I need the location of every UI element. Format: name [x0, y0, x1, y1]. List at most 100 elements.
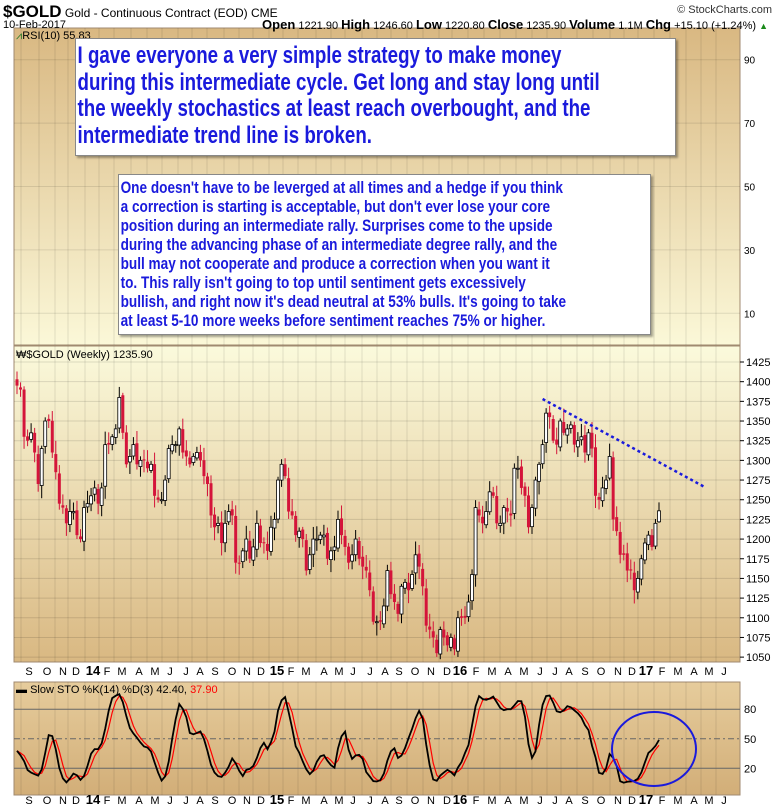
candle	[92, 480, 97, 502]
x-tick-label: J	[367, 795, 373, 807]
x-tick-label: S	[211, 795, 218, 807]
candle	[294, 511, 298, 542]
candle	[555, 427, 559, 455]
x-tick-label: J	[367, 666, 373, 678]
candle	[403, 579, 407, 594]
candle	[396, 601, 400, 622]
candle-body	[47, 418, 51, 422]
annotation-line: I gave everyone a very simple strategy t…	[77, 42, 562, 69]
candle	[166, 444, 171, 483]
open-value: 1221.90	[298, 20, 339, 32]
candle	[184, 440, 188, 466]
candle-body	[135, 443, 139, 465]
candle	[71, 502, 76, 520]
candle-body	[407, 582, 411, 591]
candle-body	[583, 434, 587, 453]
x-tick-label: 17	[639, 792, 653, 807]
candle	[413, 541, 418, 585]
trend-line	[541, 397, 706, 489]
x-tick-label: J	[537, 795, 543, 807]
candle	[262, 537, 266, 554]
candle-body	[575, 440, 580, 448]
candle	[540, 439, 545, 469]
candle-body	[364, 566, 368, 571]
candle	[378, 611, 382, 631]
candle-body	[456, 617, 460, 652]
candle	[568, 421, 573, 434]
candle-body	[586, 432, 591, 456]
price-tick-label: 1300	[746, 455, 770, 467]
x-tick-label: A	[690, 795, 698, 807]
candle-body	[501, 507, 506, 524]
candle-body	[78, 536, 82, 540]
candle-body	[615, 517, 619, 532]
candle-body	[371, 591, 375, 622]
candle	[389, 561, 393, 599]
candle	[611, 451, 615, 531]
candle	[237, 555, 241, 575]
k-value: 42.40,	[156, 684, 187, 696]
annotation-line: One doesn't have to be leverged at all t…	[120, 178, 563, 197]
candle-body	[43, 420, 48, 447]
x-tick-label: O	[411, 666, 420, 678]
candle-body	[428, 626, 432, 630]
volume-value: 1.1M	[618, 20, 643, 32]
x-tick-label: O	[43, 666, 52, 678]
candle	[258, 518, 262, 548]
candle-body	[54, 454, 58, 473]
candle	[421, 563, 425, 596]
x-tick-label: D	[628, 795, 636, 807]
candle	[272, 512, 277, 541]
candle	[240, 547, 245, 569]
candle-body	[642, 542, 647, 561]
price-tick-label: 1125	[746, 593, 770, 605]
x-tick-label: M	[673, 666, 682, 678]
candle	[364, 554, 368, 578]
candle	[343, 529, 347, 556]
candle	[279, 459, 284, 487]
legend-swatch-k: ▬	[16, 684, 27, 696]
annotation-line: during the advancing phase of an interme…	[120, 235, 558, 254]
candle-body	[555, 439, 559, 445]
candle	[495, 485, 499, 530]
annotation-text-main: I gave everyone a very simple strategy t…	[76, 39, 600, 149]
candle	[357, 537, 361, 566]
annotation-line: position during an intermediate rally. S…	[120, 216, 553, 235]
candle	[583, 425, 587, 463]
candle-body	[622, 553, 626, 555]
candle-body	[533, 479, 538, 509]
candle-body	[611, 457, 615, 520]
x-tick-label: F	[288, 795, 295, 807]
x-tick-label: F	[659, 666, 666, 678]
candle	[639, 554, 644, 586]
candle	[325, 527, 329, 565]
low-value: 1220.80	[445, 20, 485, 32]
candle-body	[385, 570, 390, 607]
x-tick-label: F	[473, 795, 480, 807]
x-tick-label: S	[395, 666, 402, 678]
candle-body	[15, 379, 19, 386]
candle-body	[272, 519, 277, 529]
candle-body	[523, 486, 527, 496]
x-tick-label: A	[320, 666, 328, 678]
candle-body	[481, 516, 485, 524]
x-tick-label: A	[196, 795, 204, 807]
candle	[75, 500, 79, 539]
candle-body	[96, 489, 100, 504]
x-tick-label: F	[659, 795, 666, 807]
candle	[230, 500, 234, 526]
candle	[498, 515, 503, 533]
candle	[223, 510, 228, 553]
x-tick-label: F	[104, 795, 111, 807]
candle-body	[597, 497, 601, 500]
candle-body	[537, 463, 541, 482]
candle-body	[230, 509, 234, 516]
candle	[607, 443, 612, 481]
open-label: Open	[262, 17, 296, 32]
candle-body	[424, 588, 428, 626]
candle-body	[548, 412, 552, 418]
candle	[562, 408, 566, 436]
candle-body	[544, 412, 549, 443]
candle-body	[594, 447, 598, 496]
x-tick-label: O	[228, 666, 237, 678]
